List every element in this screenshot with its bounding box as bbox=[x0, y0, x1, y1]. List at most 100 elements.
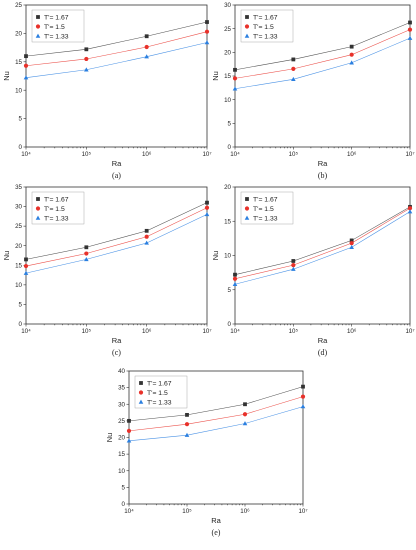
x-tick-label: 10⁶ bbox=[142, 328, 152, 335]
legend-label: T'= 1.67 bbox=[253, 196, 278, 203]
panel-label: (a) bbox=[112, 171, 121, 180]
data-point bbox=[23, 75, 29, 80]
legend-marker bbox=[36, 197, 40, 201]
data-point bbox=[23, 270, 29, 275]
legend-marker bbox=[138, 390, 144, 395]
y-tick-label: 30 bbox=[224, 2, 231, 9]
y-tick-label: 20 bbox=[224, 184, 231, 191]
x-tick-label: 10⁵ bbox=[289, 151, 299, 158]
x-tick-label: 10⁵ bbox=[82, 328, 92, 335]
x-tick-label: 10⁷ bbox=[405, 151, 414, 158]
x-tick-label: 10⁷ bbox=[202, 328, 211, 335]
data-point bbox=[84, 251, 89, 256]
legend bbox=[240, 191, 294, 225]
y-tick-label: 10 bbox=[15, 282, 22, 289]
y-tick-label: 15 bbox=[15, 262, 22, 269]
series-line bbox=[25, 21, 208, 57]
x-tick-label: 10⁷ bbox=[202, 151, 211, 158]
legend bbox=[31, 9, 85, 43]
data-point bbox=[300, 394, 306, 399]
x-axis-title: Ra bbox=[112, 336, 122, 345]
data-point bbox=[84, 257, 89, 262]
y-tick-label: 0 bbox=[19, 144, 23, 151]
legend-marker bbox=[244, 33, 250, 38]
y-tick-label: 20 bbox=[118, 435, 125, 442]
series-line bbox=[234, 206, 411, 275]
y-tick-label: 25 bbox=[15, 2, 22, 9]
data-point bbox=[232, 86, 238, 91]
data-point bbox=[301, 384, 305, 389]
x-tick-label: 10⁶ bbox=[347, 151, 357, 158]
data-point bbox=[126, 428, 132, 433]
y-tick-label: 5 bbox=[228, 120, 232, 127]
y-axis-title: Nu bbox=[2, 71, 11, 81]
data-point bbox=[84, 47, 89, 52]
data-point bbox=[349, 44, 354, 49]
x-tick-label: 10⁴ bbox=[230, 328, 240, 335]
legend-label: T'= 1.67 bbox=[44, 196, 69, 203]
data-point bbox=[144, 234, 149, 239]
data-point bbox=[185, 412, 189, 417]
data-point bbox=[144, 228, 149, 233]
panel-label: (d) bbox=[318, 348, 328, 357]
legend-label: T'= 1.5 bbox=[147, 390, 168, 397]
y-tick-label: 10 bbox=[118, 468, 125, 475]
series-line bbox=[25, 31, 208, 67]
legend bbox=[134, 375, 188, 409]
x-tick-label: 10⁴ bbox=[21, 328, 31, 335]
panel-label: (b) bbox=[318, 171, 328, 180]
y-tick-label: 15 bbox=[224, 218, 231, 225]
y-tick-label: 10 bbox=[224, 253, 231, 260]
y-tick-label: 15 bbox=[15, 59, 22, 66]
y-tick-label: 25 bbox=[118, 418, 125, 425]
y-tick-label: 20 bbox=[224, 49, 231, 56]
data-point bbox=[242, 412, 248, 417]
data-point bbox=[184, 432, 190, 437]
y-tick-label: 5 bbox=[122, 484, 126, 491]
x-tick-label: 10⁴ bbox=[230, 151, 240, 158]
data-point bbox=[243, 402, 247, 407]
legend-label: T'= 1.67 bbox=[147, 380, 172, 387]
y-tick-label: 0 bbox=[19, 321, 23, 328]
series-line bbox=[234, 211, 411, 285]
plot-frame bbox=[25, 186, 208, 325]
y-tick-label: 0 bbox=[122, 501, 126, 508]
data-point bbox=[300, 404, 306, 409]
legend-label: T'= 1.33 bbox=[147, 399, 172, 406]
x-tick-label: 10⁷ bbox=[298, 508, 307, 515]
x-axis-title: Ra bbox=[318, 159, 328, 168]
legend-marker bbox=[244, 206, 250, 211]
series-line bbox=[128, 406, 304, 442]
legend-marker bbox=[35, 206, 41, 211]
data-point bbox=[84, 67, 89, 72]
data-point bbox=[349, 241, 354, 246]
y-tick-label: 35 bbox=[118, 385, 125, 392]
data-point bbox=[407, 27, 413, 32]
y-tick-label: 20 bbox=[15, 243, 22, 250]
data-point bbox=[23, 63, 29, 68]
legend-label: T'= 1.5 bbox=[44, 206, 65, 213]
data-point bbox=[408, 20, 412, 25]
data-point bbox=[24, 54, 28, 59]
y-axis-title: Nu bbox=[211, 71, 220, 81]
data-point bbox=[144, 54, 149, 59]
y-tick-label: 30 bbox=[15, 204, 22, 211]
data-point bbox=[184, 422, 190, 427]
legend-label: T'= 1.67 bbox=[44, 14, 69, 21]
legend-label: T'= 1.5 bbox=[253, 24, 274, 31]
y-tick-label: 20 bbox=[15, 31, 22, 38]
data-point bbox=[349, 238, 354, 243]
data-point bbox=[232, 276, 238, 281]
x-tick-label: 10⁶ bbox=[240, 508, 250, 515]
x-axis-title: Ra bbox=[211, 516, 221, 525]
data-point bbox=[232, 281, 238, 286]
data-point bbox=[349, 52, 354, 57]
y-tick-label: 25 bbox=[15, 223, 22, 230]
legend-label: T'= 1.67 bbox=[253, 14, 278, 21]
data-point bbox=[84, 245, 89, 250]
legend bbox=[31, 191, 85, 225]
legend-marker bbox=[139, 381, 143, 385]
